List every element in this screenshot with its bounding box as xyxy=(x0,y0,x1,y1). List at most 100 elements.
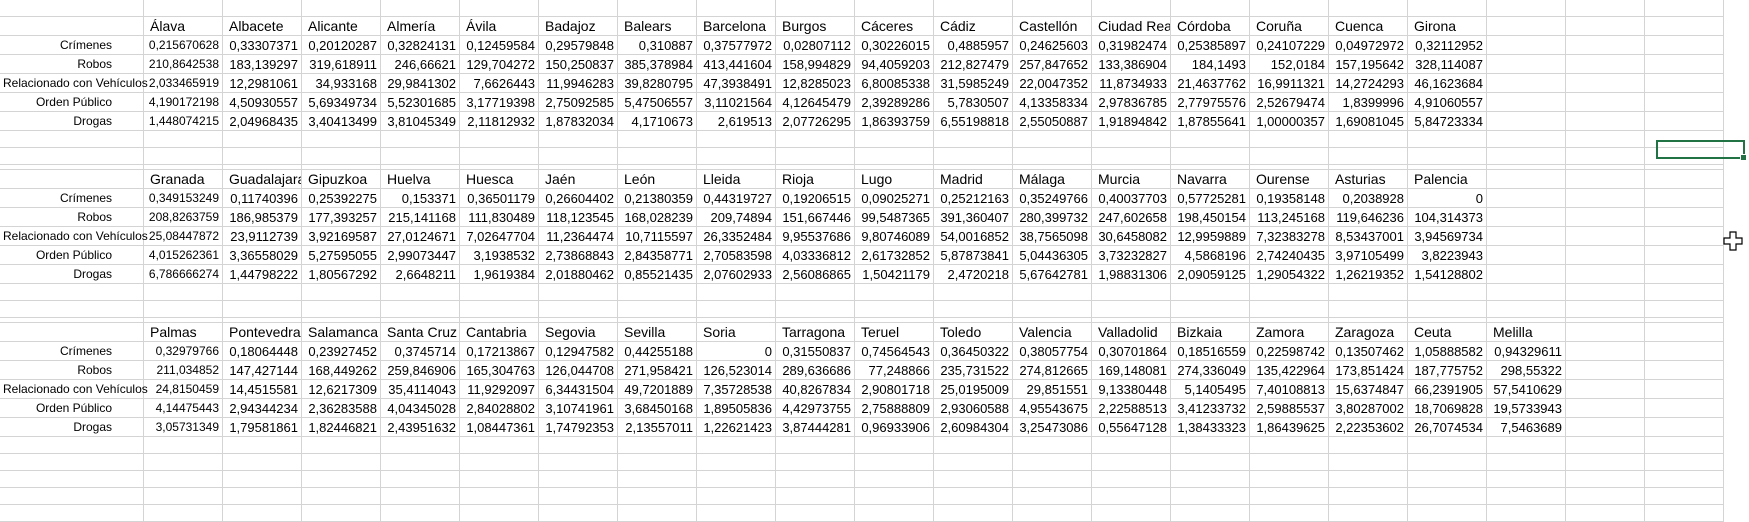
value-cell[interactable]: 0,17213867 xyxy=(460,342,539,361)
grid-cell[interactable] xyxy=(1171,131,1250,148)
province-header-cell[interactable]: Ourense xyxy=(1250,170,1329,189)
province-header-cell[interactable]: Asturias xyxy=(1329,170,1408,189)
province-header-cell[interactable]: Valencia xyxy=(1013,323,1092,342)
province-header-cell[interactable]: Palencia xyxy=(1408,170,1487,189)
value-cell[interactable]: 0,2038928 xyxy=(1329,189,1408,208)
value-cell[interactable]: 2,84028802 xyxy=(460,399,539,418)
value-cell[interactable]: 0,215670628 xyxy=(144,36,223,55)
value-cell[interactable]: 5,67642781 xyxy=(1013,265,1092,284)
value-cell[interactable]: 0,55647128 xyxy=(1092,418,1171,437)
grid-cell[interactable] xyxy=(460,488,539,505)
value-cell[interactable]: 77,248866 xyxy=(855,361,934,380)
value-cell[interactable]: 2,90801718 xyxy=(855,380,934,399)
value-cell[interactable]: 0,25385897 xyxy=(1171,36,1250,55)
value-cell[interactable]: 2,94344234 xyxy=(223,399,302,418)
grid-cell[interactable] xyxy=(1645,0,1724,17)
grid-cell[interactable] xyxy=(1487,471,1566,488)
value-cell[interactable]: 4,42973755 xyxy=(776,399,855,418)
value-cell[interactable]: 14,4515581 xyxy=(223,380,302,399)
value-cell[interactable]: 1,74792353 xyxy=(539,418,618,437)
value-cell[interactable]: 126,044708 xyxy=(539,361,618,380)
value-cell[interactable]: 1,05888582 xyxy=(1408,342,1487,361)
value-cell[interactable]: 177,393257 xyxy=(302,208,381,227)
row-label-cell[interactable]: Crímenes xyxy=(0,36,144,55)
grid-cell[interactable] xyxy=(1250,471,1329,488)
value-cell[interactable]: 4,5868196 xyxy=(1171,246,1250,265)
value-cell[interactable]: 23,9112739 xyxy=(223,227,302,246)
value-cell[interactable]: 2,6648211 xyxy=(381,265,460,284)
grid-cell[interactable] xyxy=(776,0,855,17)
grid-cell[interactable] xyxy=(1487,488,1566,505)
grid-cell[interactable] xyxy=(1645,36,1724,55)
value-cell[interactable]: 5,52301685 xyxy=(381,93,460,112)
grid-cell[interactable] xyxy=(1487,36,1566,55)
province-header-cell[interactable]: Huelva xyxy=(381,170,460,189)
value-cell[interactable]: 0,32824131 xyxy=(381,36,460,55)
grid-cell[interactable] xyxy=(1171,437,1250,454)
province-header-cell[interactable]: Lleida xyxy=(697,170,776,189)
grid-cell[interactable] xyxy=(1645,17,1724,36)
value-cell[interactable]: 0,02807112 xyxy=(776,36,855,55)
value-cell[interactable]: 129,704272 xyxy=(460,55,539,74)
value-cell[interactable]: 3,41233732 xyxy=(1171,399,1250,418)
grid-cell[interactable] xyxy=(1487,284,1566,301)
value-cell[interactable]: 5,27595055 xyxy=(302,246,381,265)
grid-cell[interactable] xyxy=(1092,471,1171,488)
grid-cell[interactable] xyxy=(855,306,934,323)
grid-cell[interactable] xyxy=(934,131,1013,148)
value-cell[interactable]: 19,5733943 xyxy=(1487,399,1566,418)
grid-cell[interactable] xyxy=(1092,131,1171,148)
grid-cell[interactable] xyxy=(1092,454,1171,471)
value-cell[interactable]: 2,22353602 xyxy=(1329,418,1408,437)
value-cell[interactable]: 4,04345028 xyxy=(381,399,460,418)
grid-cell[interactable] xyxy=(1645,131,1724,148)
grid-cell[interactable] xyxy=(1408,153,1487,170)
province-header-cell[interactable]: Barcelona xyxy=(697,17,776,36)
grid-cell[interactable] xyxy=(1566,454,1645,471)
grid-cell[interactable] xyxy=(1487,227,1566,246)
grid-cell[interactable] xyxy=(223,153,302,170)
value-cell[interactable]: 0,35249766 xyxy=(1013,189,1092,208)
grid-cell[interactable] xyxy=(776,131,855,148)
province-header-cell[interactable]: Zaragoza xyxy=(1329,323,1408,342)
grid-cell[interactable] xyxy=(855,0,934,17)
grid-cell[interactable] xyxy=(1645,418,1724,437)
province-header-cell[interactable]: Albacete xyxy=(223,17,302,36)
province-header-cell[interactable]: Guadalajara xyxy=(223,170,302,189)
grid-cell[interactable] xyxy=(1250,306,1329,323)
value-cell[interactable]: 21,4637762 xyxy=(1171,74,1250,93)
value-cell[interactable]: 2,07602933 xyxy=(697,265,776,284)
grid-cell[interactable] xyxy=(618,0,697,17)
value-cell[interactable]: 126,523014 xyxy=(697,361,776,380)
grid-cell[interactable] xyxy=(776,437,855,454)
fill-handle[interactable] xyxy=(1740,154,1747,161)
grid-cell[interactable] xyxy=(697,153,776,170)
grid-cell[interactable] xyxy=(1329,131,1408,148)
grid-cell[interactable] xyxy=(1250,153,1329,170)
value-cell[interactable]: 1,8399996 xyxy=(1329,93,1408,112)
grid-cell[interactable] xyxy=(1566,36,1645,55)
value-cell[interactable]: 1,86439625 xyxy=(1250,418,1329,437)
grid-cell[interactable] xyxy=(1092,488,1171,505)
grid-cell[interactable] xyxy=(302,131,381,148)
grid-cell[interactable] xyxy=(539,471,618,488)
province-header-cell[interactable]: Lugo xyxy=(855,170,934,189)
grid-cell[interactable] xyxy=(855,131,934,148)
value-cell[interactable]: 1,87855641 xyxy=(1171,112,1250,131)
value-cell[interactable]: 3,11021564 xyxy=(697,93,776,112)
grid-cell[interactable] xyxy=(1171,284,1250,301)
value-cell[interactable]: 29,851551 xyxy=(1013,380,1092,399)
grid-cell[interactable] xyxy=(934,454,1013,471)
value-cell[interactable]: 6,34431504 xyxy=(539,380,618,399)
grid-cell[interactable] xyxy=(1487,55,1566,74)
grid-cell[interactable] xyxy=(1092,284,1171,301)
grid-cell[interactable] xyxy=(539,306,618,323)
row-label-cell[interactable]: Drogas xyxy=(0,418,144,437)
row-label-cell[interactable]: Robos xyxy=(0,361,144,380)
province-header-cell[interactable]: Toledo xyxy=(934,323,1013,342)
grid-cell[interactable] xyxy=(1013,306,1092,323)
province-header-cell[interactable]: Rioja xyxy=(776,170,855,189)
value-cell[interactable]: 328,114087 xyxy=(1408,55,1487,74)
grid-cell[interactable] xyxy=(1013,454,1092,471)
value-cell[interactable]: 168,449262 xyxy=(302,361,381,380)
